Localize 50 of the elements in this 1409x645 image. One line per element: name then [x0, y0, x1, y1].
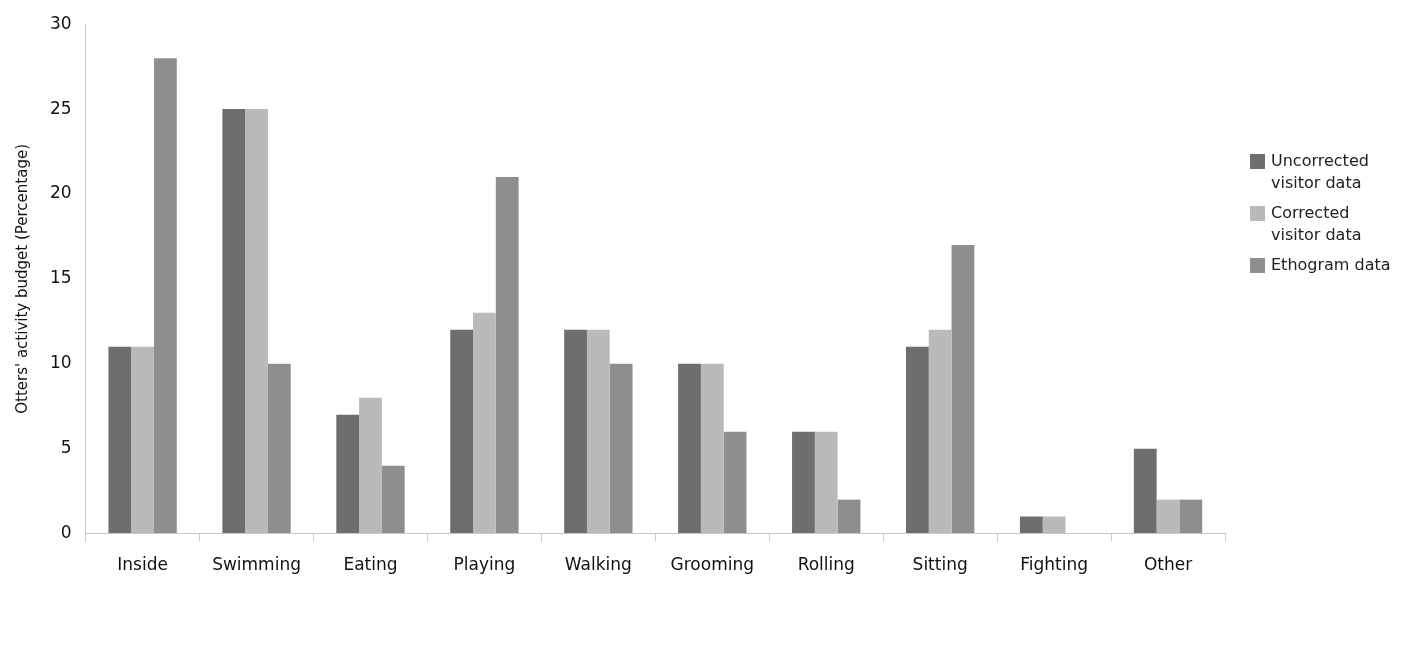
- legend-label: Corrected visitor data: [1271, 202, 1363, 246]
- y-tick-label: 30: [49, 12, 72, 33]
- x-tick-label: Grooming: [670, 554, 755, 575]
- bar: [245, 109, 268, 534]
- x-tick-label: Other: [1143, 554, 1193, 575]
- bar: [1042, 516, 1066, 534]
- bar: [1019, 516, 1043, 534]
- bar: [678, 363, 701, 534]
- bar: [928, 329, 952, 534]
- bar: [723, 431, 747, 534]
- bar: [359, 397, 382, 534]
- y-axis-title: Otters' activity budget (Percentage): [12, 144, 31, 414]
- bar: [700, 363, 724, 534]
- bar: [1133, 448, 1157, 534]
- legend-label: Uncorrected visitor data: [1271, 150, 1370, 194]
- bar: [1156, 499, 1180, 534]
- bar: [564, 329, 587, 534]
- bar: [222, 109, 246, 534]
- bar: [586, 329, 610, 534]
- bar: [131, 346, 154, 534]
- x-tick-label: Walking: [564, 554, 632, 575]
- bar: [381, 465, 405, 534]
- y-tick-label: 20: [49, 182, 72, 203]
- y-tick-label: 10: [49, 352, 72, 373]
- bar: [450, 329, 474, 534]
- x-tick-label: Rolling: [797, 554, 855, 575]
- x-tick-label: Sitting: [912, 554, 968, 575]
- bar: [814, 431, 838, 534]
- legend-label: Ethogram data: [1271, 254, 1391, 276]
- bar: [951, 244, 975, 534]
- bar: [267, 363, 291, 534]
- bar: [473, 312, 496, 534]
- x-tick-label: Playing: [453, 554, 516, 575]
- bar: [495, 177, 519, 534]
- y-tick-label: 15: [49, 267, 72, 288]
- y-tick-label: 5: [60, 437, 72, 458]
- bar: [609, 363, 633, 534]
- bar: [153, 58, 177, 534]
- y-tick-label: 25: [49, 97, 72, 118]
- bar: [905, 346, 929, 534]
- x-tick-label: Fighting: [1020, 554, 1088, 575]
- x-tick-label: Swimming: [212, 554, 301, 575]
- bar: [837, 499, 861, 534]
- bar: [108, 346, 132, 534]
- bar: [336, 414, 360, 534]
- y-tick-label: 0: [60, 522, 72, 543]
- x-tick-label: Eating: [343, 554, 398, 575]
- bar: [792, 431, 815, 534]
- bar: [1179, 499, 1203, 534]
- x-tick-label: Inside: [117, 554, 168, 575]
